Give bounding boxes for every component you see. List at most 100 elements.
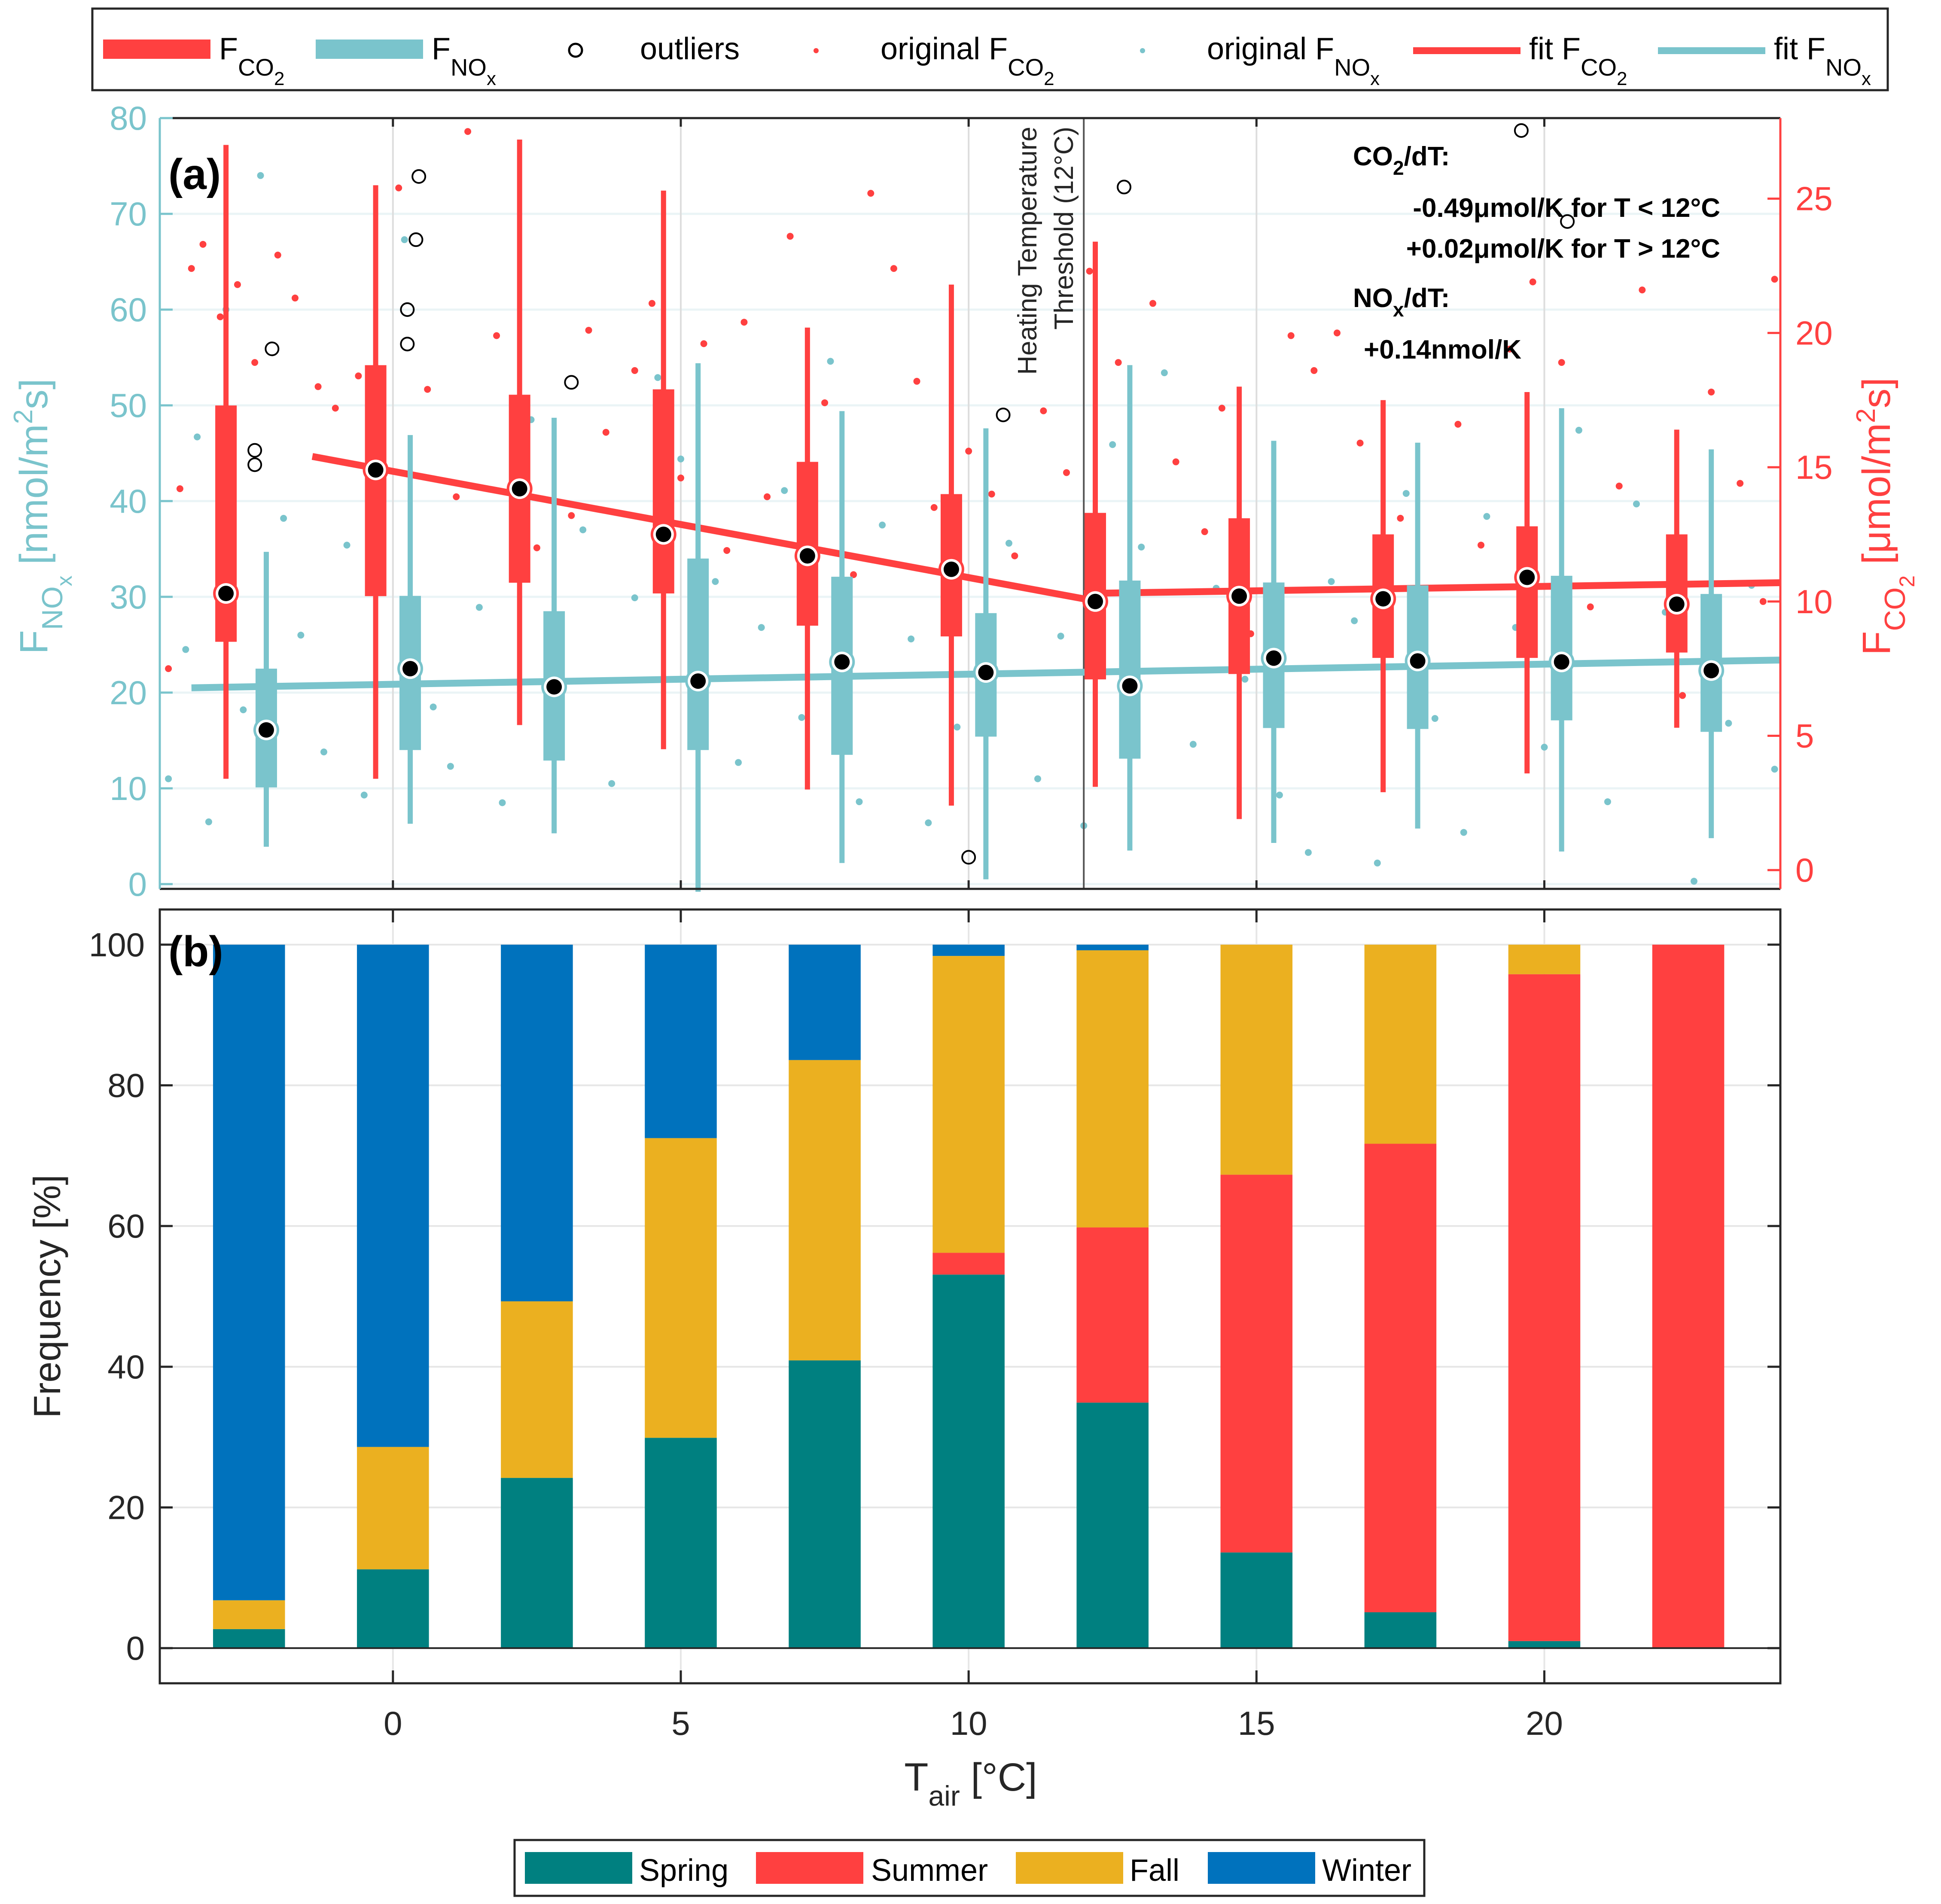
x-label-unit: [°C]	[960, 1755, 1037, 1799]
original-nox-point	[240, 706, 247, 714]
left-y-tick-label: 40	[110, 482, 147, 520]
nox-box-median-dot	[834, 654, 850, 670]
right-y-tick-label: 25	[1795, 180, 1833, 218]
original-co2-point	[821, 399, 829, 406]
legend-label-subsub: 2	[1044, 68, 1054, 89]
left-y-label-subsub: x	[52, 575, 76, 586]
original-co2-point	[965, 447, 972, 455]
legend-label-outliers: outliers	[640, 32, 740, 66]
original-co2-point	[1771, 276, 1778, 283]
panel-b-label: (b)	[168, 928, 223, 976]
original-nox-point	[677, 455, 684, 462]
original-co2-point	[1587, 603, 1594, 611]
nox-slope-title-main: NO	[1353, 283, 1393, 313]
original-co2-point	[1040, 407, 1047, 414]
original-nox-point	[1725, 720, 1732, 727]
original-nox-point	[735, 759, 742, 766]
co2-box-median-dot	[943, 561, 959, 577]
original-nox-point	[879, 521, 886, 529]
legend-label-main: fit F	[1529, 32, 1581, 66]
original-co2-point	[602, 429, 609, 436]
original-co2-point	[395, 184, 402, 192]
bar-winter	[501, 944, 573, 1302]
bar-spring	[1220, 1552, 1293, 1649]
x-axis-label: Tair [°C]	[904, 1755, 1037, 1812]
bar-spring	[501, 1478, 573, 1649]
panel-a: Heating Temperature Threshold (12°C) 0 10 2…	[9, 99, 1919, 903]
original-co2-point	[1506, 345, 1514, 353]
co2-box-median-dot	[512, 481, 527, 497]
original-co2-point	[332, 405, 339, 412]
bar-fall	[501, 1301, 573, 1478]
outlier-marker	[247, 443, 262, 458]
right-y-tick-label: 15	[1795, 448, 1833, 486]
nox-box-median-dot	[1266, 650, 1282, 666]
co2-slope-title-end: /dT:	[1404, 142, 1450, 171]
co2-box-median-dot	[1231, 588, 1247, 604]
original-co2-point	[1218, 405, 1225, 412]
bar-winter	[789, 944, 861, 1060]
original-nox-point	[908, 636, 915, 643]
original-co2-point	[424, 386, 431, 393]
original-nox-point	[1351, 617, 1358, 624]
legend-label-fit_co2: fit FCO2	[1529, 32, 1627, 89]
original-nox-point	[1604, 798, 1611, 806]
original-co2-point	[568, 512, 575, 519]
original-co2-point	[1615, 482, 1623, 490]
right-y-label-main: F	[1855, 631, 1898, 655]
original-co2-point	[493, 332, 500, 339]
panel-b-frame	[158, 908, 1782, 1685]
bar-fall	[932, 956, 1005, 1253]
legend-label-orig_co2: original FCO2	[881, 32, 1054, 89]
y-tick-label: 40	[107, 1348, 145, 1386]
co2-box-median-dot	[218, 586, 234, 602]
original-co2-point	[234, 281, 241, 288]
panel-a-background	[160, 118, 1780, 889]
original-nox-point	[1109, 441, 1116, 448]
original-nox-point	[1374, 859, 1381, 867]
original-nox-point	[205, 818, 212, 825]
left-y-axis-label: FNOx [nmol/m2s]	[9, 379, 76, 654]
bar-spring	[932, 1274, 1005, 1649]
original-nox-point	[1483, 513, 1490, 520]
outlier-marker	[1117, 179, 1132, 195]
threshold-label-line1: Heating Temperature	[1013, 127, 1042, 375]
bar-summer	[1076, 1227, 1149, 1403]
original-co2-point	[1454, 420, 1462, 428]
outlier-marker	[400, 337, 415, 352]
original-co2-point	[464, 128, 472, 135]
original-co2-point	[648, 300, 655, 307]
original-co2-point	[1149, 300, 1157, 307]
original-co2-point	[1333, 329, 1341, 337]
original-co2-point	[176, 485, 183, 493]
legend-swatch-spring	[525, 1852, 632, 1884]
legend-label-subsub: x	[487, 68, 496, 89]
bar-summer	[1652, 944, 1725, 1649]
original-co2-point	[533, 544, 540, 551]
original-co2-point	[723, 547, 731, 554]
original-co2-point	[1201, 528, 1208, 535]
left-y-tick-label: 20	[110, 674, 147, 712]
legend-label-subsub: 2	[274, 68, 284, 89]
original-co2-point	[274, 251, 281, 259]
original-nox-point	[320, 748, 327, 756]
x-label-sub: air	[928, 1780, 960, 1812]
x-tick-label: 15	[1238, 1704, 1275, 1742]
original-nox-point	[954, 724, 961, 731]
co2-box-median-dot	[1669, 596, 1685, 612]
original-co2-point	[740, 319, 748, 326]
nox-box-median-dot	[1554, 654, 1569, 670]
bar-winter	[645, 944, 717, 1138]
original-nox-point	[1460, 829, 1467, 836]
bar-fall	[1076, 950, 1149, 1228]
original-nox-point	[827, 358, 834, 365]
original-co2-point	[1086, 268, 1093, 275]
legend-label-subsub: 2	[1617, 68, 1627, 89]
original-nox-point	[1541, 743, 1548, 751]
right-y-tick-label: 0	[1795, 851, 1814, 889]
legend-label-main: fit F	[1774, 32, 1825, 66]
legend-label-fit_nox: fit FNOx	[1774, 32, 1871, 89]
bar-summer	[932, 1253, 1005, 1275]
